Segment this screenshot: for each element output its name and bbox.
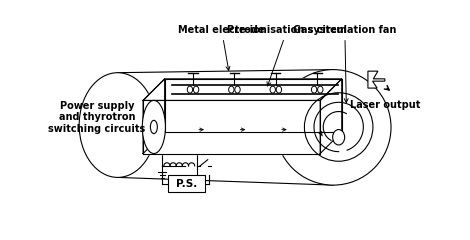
Ellipse shape bbox=[305, 93, 373, 161]
Ellipse shape bbox=[276, 86, 282, 93]
Text: Power supply
and thyrotron
switching circuits: Power supply and thyrotron switching cir… bbox=[48, 101, 146, 134]
Text: P.S.: P.S. bbox=[176, 179, 197, 189]
Polygon shape bbox=[368, 71, 385, 88]
Text: Metal electrode: Metal electrode bbox=[179, 25, 265, 70]
Polygon shape bbox=[320, 79, 342, 154]
Ellipse shape bbox=[79, 73, 156, 177]
Ellipse shape bbox=[194, 86, 199, 93]
Ellipse shape bbox=[142, 100, 165, 154]
Ellipse shape bbox=[228, 86, 234, 93]
Polygon shape bbox=[164, 79, 342, 132]
Ellipse shape bbox=[318, 86, 323, 93]
Polygon shape bbox=[143, 100, 320, 154]
Ellipse shape bbox=[235, 86, 240, 93]
Ellipse shape bbox=[275, 70, 391, 185]
Bar bbox=[169, 175, 205, 192]
Ellipse shape bbox=[150, 120, 157, 134]
Polygon shape bbox=[143, 79, 164, 154]
Text: Laser output: Laser output bbox=[350, 100, 420, 110]
Ellipse shape bbox=[270, 86, 275, 93]
Polygon shape bbox=[143, 79, 342, 100]
Ellipse shape bbox=[312, 86, 317, 93]
Text: Gas circulation fan: Gas circulation fan bbox=[293, 25, 397, 102]
Ellipse shape bbox=[187, 86, 193, 93]
Text: Pre-ionisation system: Pre-ionisation system bbox=[227, 25, 347, 86]
Ellipse shape bbox=[333, 130, 345, 145]
